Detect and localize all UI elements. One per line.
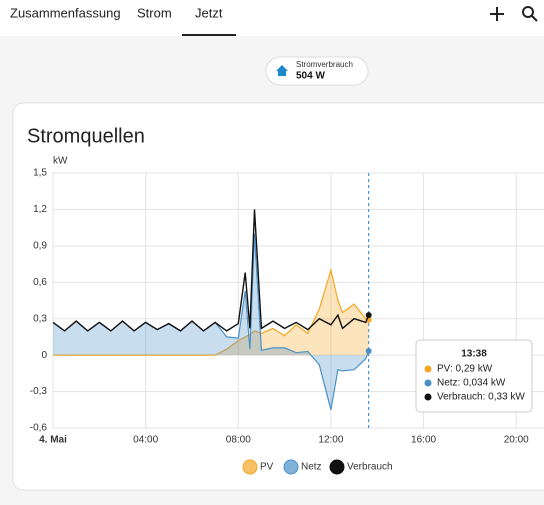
home-icon	[276, 65, 288, 76]
tooltip-line: Netz: 0,034 kW	[437, 378, 506, 389]
tooltip-dot	[424, 365, 432, 373]
tooltip-line: PV: 0,29 kW	[437, 364, 493, 375]
y-tick-label: 1,2	[33, 204, 47, 215]
area-fill	[53, 270, 369, 356]
tab[interactable]: Strom	[137, 5, 172, 20]
badge[interactable]	[265, 56, 369, 86]
search-icon[interactable]	[522, 6, 538, 22]
tab-indicator	[182, 34, 236, 36]
tab-active[interactable]: Jetzt	[195, 5, 223, 20]
badge-label: Stromverbrauch	[296, 60, 353, 69]
legend-label: Verbrauch	[347, 462, 393, 473]
badge-value: 504 W	[296, 71, 325, 82]
legend-swatch	[242, 459, 258, 475]
y-tick-label: 0,3	[33, 313, 47, 324]
series-line	[53, 267, 369, 356]
y-tick-label: -0,6	[30, 423, 48, 434]
series-line	[52, 209, 370, 332]
x-tick-label: 12:00	[318, 435, 343, 446]
add-icon[interactable]	[490, 7, 504, 21]
legend-swatch	[329, 459, 345, 475]
top-bar	[0, 0, 544, 36]
tab[interactable]: Zusammenfassung	[10, 5, 121, 20]
tooltip-time: 13:38	[461, 349, 487, 360]
card-title: Stromquellen	[27, 125, 145, 147]
tooltip-dot	[424, 379, 432, 387]
y-tick-label: 1,5	[33, 168, 47, 179]
tooltip-line: Verbrauch: 0,33 kW	[437, 392, 525, 403]
legend-label: PV	[260, 462, 274, 473]
end-dot	[365, 312, 372, 319]
y-axis-label: kW	[53, 156, 68, 167]
tooltip: 13:38 PV: 0,29 kW Netz: 0,034 kW Verbrauch…	[415, 339, 533, 413]
y-tick-label: 0,9	[33, 240, 47, 251]
y-tick-label: 0	[41, 350, 47, 361]
x-tick-label: 4. Mai	[39, 435, 67, 446]
x-tick-label: 20:00	[504, 435, 529, 446]
end-dot	[365, 348, 372, 355]
y-tick-label: 0,6	[33, 277, 47, 288]
x-tick-label: 08:00	[226, 435, 251, 446]
x-tick-label: 16:00	[411, 435, 436, 446]
y-tick-label: -0,3	[30, 386, 48, 397]
legend-swatch	[283, 459, 299, 475]
tooltip-dot	[424, 393, 432, 401]
card	[12, 102, 544, 491]
x-tick-label: 04:00	[133, 435, 158, 446]
legend-label: Netz	[301, 462, 322, 473]
